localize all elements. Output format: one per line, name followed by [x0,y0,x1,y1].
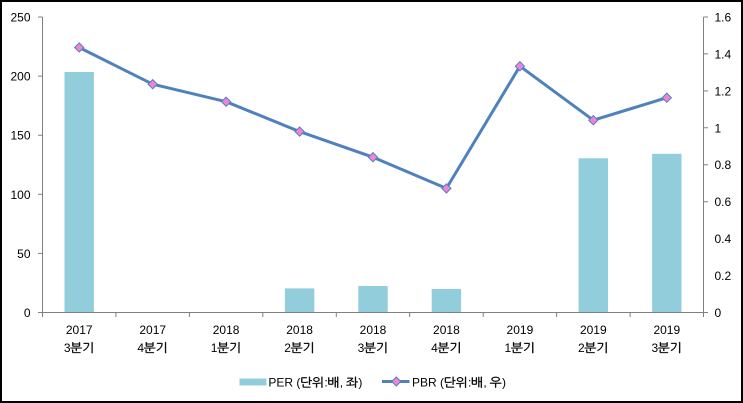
svg-text:): ) [358,376,362,390]
svg-text:50: 50 [17,247,31,261]
svg-text:100: 100 [10,188,30,202]
svg-text:3: 3 [358,341,365,355]
svg-text:3: 3 [651,341,658,355]
svg-text:PER (: PER ( [268,376,300,390]
svg-text:1.2: 1.2 [715,84,732,98]
svg-text:PBR (: PBR ( [412,376,444,390]
svg-text:1: 1 [715,121,722,135]
svg-text:150: 150 [10,129,30,143]
svg-text:1: 1 [505,341,512,355]
svg-text:0.6: 0.6 [715,195,732,209]
svg-text::: : [468,376,471,390]
svg-text:4: 4 [137,341,144,355]
svg-text:,: , [483,376,486,390]
svg-text:,: , [340,376,343,390]
svg-text:): ) [502,376,506,390]
svg-text:3: 3 [64,341,71,355]
svg-text:1: 1 [211,341,218,355]
svg-text:2017: 2017 [139,323,166,337]
svg-text:250: 250 [10,11,30,25]
svg-text:0.2: 0.2 [715,269,732,283]
svg-text:2018: 2018 [360,323,387,337]
svg-text:1.6: 1.6 [715,11,732,25]
svg-text:2018: 2018 [213,323,240,337]
svg-text::: : [324,376,327,390]
svg-text:2: 2 [284,341,291,355]
svg-text:2017: 2017 [66,323,93,337]
svg-text:2019: 2019 [653,323,680,337]
svg-text:2018: 2018 [433,323,460,337]
svg-text:1.4: 1.4 [715,47,732,61]
svg-text:2018: 2018 [286,323,313,337]
svg-text:200: 200 [10,70,30,84]
svg-text:0: 0 [715,306,722,320]
svg-text:4: 4 [431,341,438,355]
svg-text:0: 0 [24,306,31,320]
svg-text:2: 2 [578,341,585,355]
svg-text:0.8: 0.8 [715,158,732,172]
svg-text:0.4: 0.4 [715,232,732,246]
svg-text:2019: 2019 [507,323,534,337]
svg-text:2019: 2019 [580,323,607,337]
